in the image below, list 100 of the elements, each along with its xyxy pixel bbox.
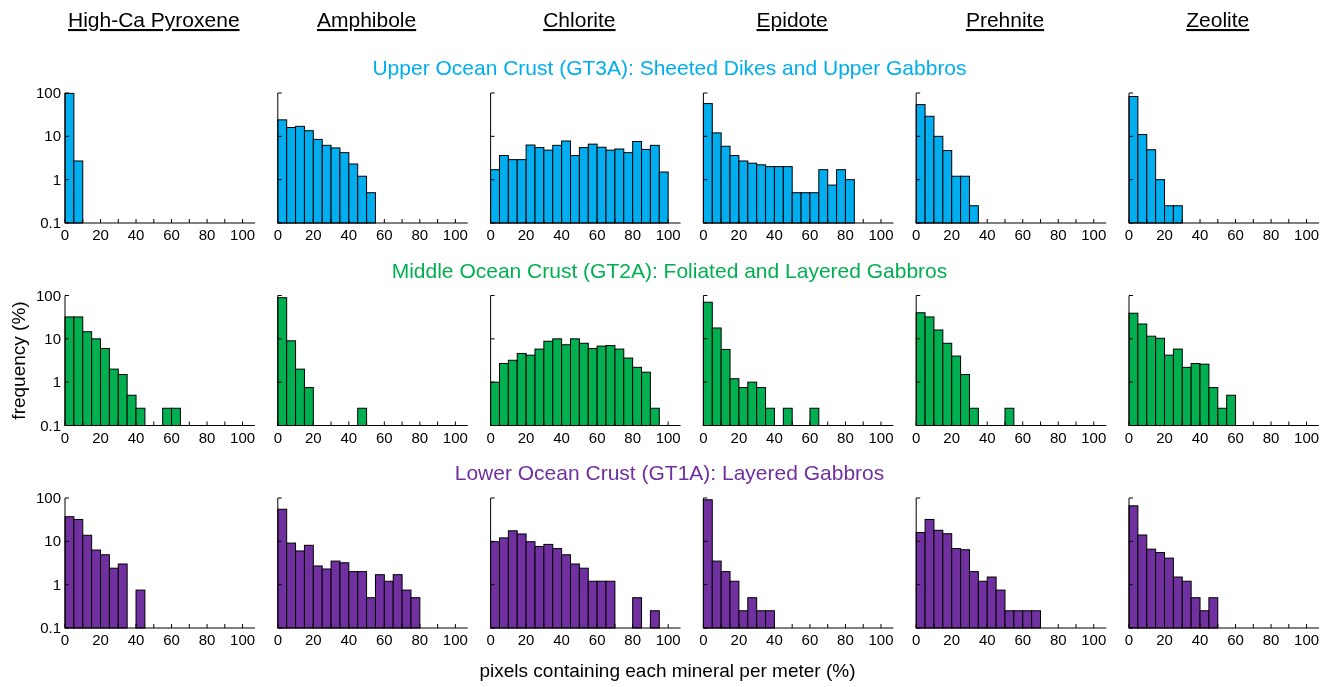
x-tick-label: 20 xyxy=(304,428,322,446)
chart-title: Chlorite xyxy=(543,8,616,31)
x-tick-label: 100 xyxy=(1294,631,1320,648)
x-tick-label: 0 xyxy=(273,226,282,243)
text: Lower Ocean Crust (GT1A): Layered Gabbros xyxy=(454,461,885,484)
x-tick-label: 0 xyxy=(699,631,708,648)
x-tick-label: 60 xyxy=(376,428,393,446)
x-tick-label: 40 xyxy=(127,226,145,243)
x-tick-label: 40 xyxy=(340,631,358,648)
x-tick-label: 40 xyxy=(127,631,145,648)
x-tick-label: 0 xyxy=(60,631,70,648)
x-tick-label: 40 xyxy=(978,631,996,648)
y-tick-label: 10 xyxy=(44,329,61,347)
x-tick-label: 20 xyxy=(92,226,109,243)
x-tick-label: 0 xyxy=(1124,428,1134,446)
x-tick-label: 80 xyxy=(411,428,429,446)
x-tick-label: 100 xyxy=(230,226,256,243)
x-tick-label: 40 xyxy=(553,631,570,648)
chart-title: Amphibole xyxy=(316,8,417,31)
x-tick-label: 20 xyxy=(1156,631,1173,648)
x-tick-label: 0 xyxy=(699,428,708,446)
x-tick-label: 20 xyxy=(517,631,535,648)
x-tick-label: 100 xyxy=(230,428,256,446)
x-tick-label: 100 xyxy=(1294,428,1320,446)
x-tick-label: 20 xyxy=(1156,226,1173,243)
y-axis-title: frequency (%) xyxy=(8,301,29,420)
x-tick-label: 80 xyxy=(198,631,216,648)
y-tick-label: 0.1 xyxy=(40,416,61,434)
y-tick-label: 10 xyxy=(44,532,61,550)
x-tick-label: 80 xyxy=(1262,226,1280,243)
x-tick-label: 60 xyxy=(1014,226,1032,243)
x-tick-label: 0 xyxy=(912,631,921,648)
x-tick-label: 100 xyxy=(655,226,681,243)
y-tick-label: 0.1 xyxy=(40,214,61,231)
x-tick-label: 40 xyxy=(340,226,358,243)
text: Middle Ocean Crust (GT2A): Foliated and Layered Gabbros xyxy=(391,258,948,282)
x-tick-label: 80 xyxy=(411,631,429,648)
x-tick-label: 60 xyxy=(163,631,180,648)
y-tick-label: 1 xyxy=(52,170,61,188)
x-tick-label: 80 xyxy=(1262,428,1280,446)
x-tick-label: 80 xyxy=(624,226,641,243)
x-tick-label: 100 xyxy=(442,631,468,648)
y-tick-label: 10 xyxy=(44,127,61,145)
x-tick-label: 20 xyxy=(304,631,322,648)
x-tick-label: 60 xyxy=(588,428,606,446)
x-tick-label: 80 xyxy=(624,631,641,648)
text: Upper Ocean Crust (GT3A): Sheeted Dikes and Upper Gabbros xyxy=(372,56,967,79)
x-tick-label: 100 xyxy=(1081,226,1107,243)
x-tick-label: 60 xyxy=(801,631,819,648)
x-tick-label: 80 xyxy=(1049,631,1067,648)
x-tick-label: 40 xyxy=(340,428,358,446)
x-tick-label: 80 xyxy=(1049,428,1067,446)
x-tick-label: 80 xyxy=(837,631,854,648)
x-tick-label: 40 xyxy=(978,428,996,446)
x-tick-label: 20 xyxy=(92,631,109,648)
x-tick-label: 60 xyxy=(588,631,606,648)
x-tick-label: 100 xyxy=(868,428,894,446)
x-tick-label: 40 xyxy=(766,631,783,648)
chart-title: Prehnite xyxy=(965,8,1045,31)
chart-title: High-Ca Pyroxene xyxy=(67,8,240,31)
x-tick-label: 20 xyxy=(730,631,748,648)
x-tick-label: 0 xyxy=(273,428,282,446)
y-tick-label: 1 xyxy=(52,575,61,593)
x-tick-label: 60 xyxy=(801,428,819,446)
x-tick-label: 60 xyxy=(1014,631,1032,648)
x-tick-label: 20 xyxy=(730,428,748,446)
x-tick-label: 20 xyxy=(517,428,535,446)
x-tick-label: 20 xyxy=(304,226,322,243)
x-tick-label: 80 xyxy=(1262,631,1280,648)
x-tick-label: 40 xyxy=(1191,631,1209,648)
x-tick-label: 40 xyxy=(1191,428,1209,446)
x-tick-label: 100 xyxy=(442,226,468,243)
x-tick-label: 80 xyxy=(1049,226,1067,243)
chart-title: Zeolite xyxy=(1186,8,1250,31)
x-tick-label: 0 xyxy=(912,226,921,243)
x-tick-label: 0 xyxy=(1124,226,1134,243)
x-tick-label: 100 xyxy=(655,631,681,648)
x-tick-label: 80 xyxy=(837,226,854,243)
x-tick-label: 60 xyxy=(1227,428,1244,446)
x-tick-label: 0 xyxy=(60,428,70,446)
x-tick-label: 60 xyxy=(1227,226,1244,243)
x-tick-label: 60 xyxy=(588,226,606,243)
x-tick-label: 40 xyxy=(127,428,145,446)
x-tick-label: 100 xyxy=(230,631,256,648)
x-tick-label: 0 xyxy=(60,226,70,243)
x-tick-label: 0 xyxy=(486,631,495,648)
x-tick-label: 20 xyxy=(517,226,535,243)
x-tick-label: 40 xyxy=(553,428,570,446)
x-tick-label: 0 xyxy=(912,428,921,446)
x-tick-label: 60 xyxy=(801,226,819,243)
x-axis-title: pixels containing each mineral per meter (%) xyxy=(479,660,856,681)
x-tick-label: 20 xyxy=(943,226,961,243)
y-tick-label: 100 xyxy=(35,489,61,506)
x-tick-label: 0 xyxy=(486,428,495,446)
x-tick-label: 20 xyxy=(730,226,748,243)
x-tick-label: 60 xyxy=(1014,428,1032,446)
x-tick-label: 100 xyxy=(442,428,468,446)
x-tick-label: 80 xyxy=(411,226,429,243)
y-tick-label: 0.1 xyxy=(40,619,61,636)
x-tick-label: 80 xyxy=(624,428,641,446)
